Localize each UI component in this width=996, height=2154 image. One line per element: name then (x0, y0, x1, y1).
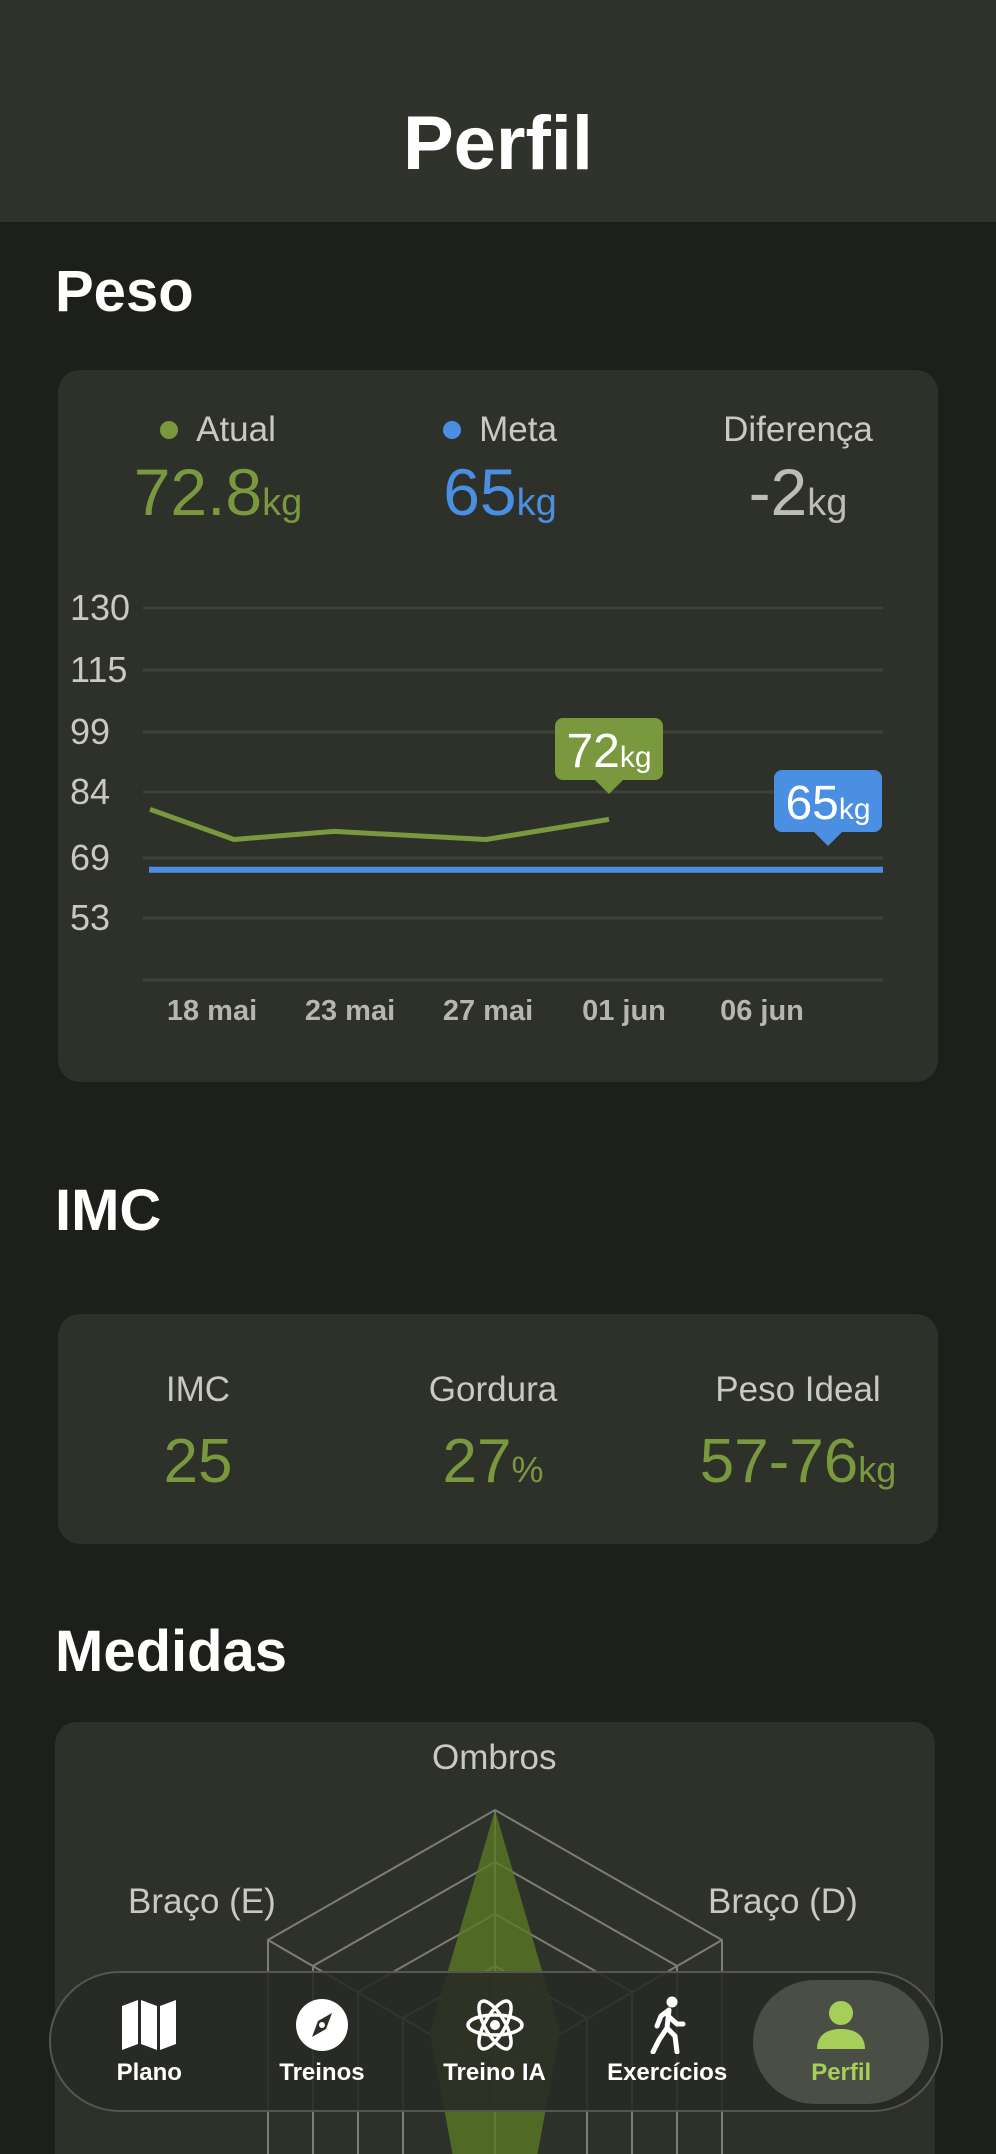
map-icon (119, 1997, 179, 2053)
current-dot (160, 421, 179, 439)
nav-item-treinos[interactable]: Treinos (236, 1980, 409, 2104)
difference-value: -2 (748, 455, 808, 529)
weight-chart: 130 115 99 84 69 53 18 mai 23 mai 27 mai 01 jun 06… (70, 587, 883, 1027)
imc-label: IMC (165, 1370, 231, 1409)
nav-label-perfil: Perfil (811, 2058, 872, 2086)
nav-label-treino-ia: Treino IA (443, 2058, 546, 2086)
imc-card: IMC 25 Gordura 27% Peso Ideal 57-76kg (58, 1314, 938, 1544)
current-series-line (149, 806, 610, 842)
x-tick-label: 27 mai (443, 995, 533, 1027)
ideal-weight-stat: Peso Ideal 57-76kg (678, 1370, 918, 1497)
goal-dot (443, 421, 462, 439)
bottom-nav: Plano Treinos Treino IA Exercícios Perfi… (49, 1971, 943, 2112)
goal-bubble-value: 65 (785, 777, 839, 830)
walking-person-icon (637, 1996, 697, 2054)
nav-label-treinos: Treinos (279, 2058, 365, 2086)
current-unit: kg (262, 482, 303, 524)
current-label: Atual (196, 410, 276, 449)
difference-unit: kg (807, 482, 848, 524)
goal-label: Meta (479, 410, 557, 449)
x-tick-label: 06 jun (720, 995, 804, 1027)
y-tick-label: 69 (70, 837, 110, 878)
x-tick-label: 23 mai (305, 995, 395, 1027)
nav-label-plano: Plano (116, 2058, 182, 2086)
x-tick-label: 01 jun (582, 995, 666, 1027)
body-fat-value: 27 (442, 1427, 512, 1496)
current-weight-bubble: 72 kg (555, 718, 663, 794)
radar-label-shoulders: Ombros (432, 1738, 557, 1777)
ideal-weight-value: 57-76 (699, 1427, 859, 1496)
ideal-weight-label: Peso Ideal (715, 1370, 881, 1409)
imc-value: 25 (163, 1427, 233, 1496)
goal-weight-bubble: 65 kg (774, 770, 882, 846)
goal-weight-stat: Meta 65kg (425, 410, 575, 530)
nav-item-plano[interactable]: Plano (63, 1980, 236, 2104)
difference-stat: Diferença -2kg (698, 410, 898, 530)
y-tick-label: 84 (70, 771, 110, 812)
nav-item-treino-ia[interactable]: Treino IA (408, 1980, 581, 2104)
radar-ring-3 (312, 1860, 678, 2154)
y-tick-label: 115 (70, 649, 127, 690)
imc-section-title: IMC (55, 1178, 162, 1243)
atom-icon (465, 1997, 525, 2053)
radar-label-right-arm: Braço (D) (708, 1882, 858, 1921)
difference-label: Diferença (723, 410, 873, 449)
compass-icon (292, 1997, 352, 2053)
nav-label-exercicios: Exercícios (607, 2058, 728, 2086)
x-tick-label: 18 mai (167, 995, 257, 1027)
person-icon (811, 1997, 871, 2053)
ideal-weight-unit: kg (858, 1449, 897, 1490)
page-title: Perfil (402, 100, 594, 186)
body-fat-label: Gordura (428, 1370, 558, 1409)
nav-item-exercicios[interactable]: Exercícios (581, 1980, 754, 2104)
goal-bubble-unit: kg (838, 793, 871, 826)
current-weight-stat: Atual 72.8kg (118, 410, 318, 530)
nav-item-perfil[interactable]: Perfil (753, 1979, 929, 2104)
goal-unit: kg (516, 482, 557, 524)
imc-stat: IMC 25 (98, 1370, 298, 1497)
radar-ring-outer (267, 1808, 723, 2154)
measures-section-title: Medidas (55, 1619, 288, 1684)
y-tick-label: 53 (70, 897, 110, 938)
current-bubble-value: 72 (566, 725, 620, 778)
goal-value: 65 (443, 455, 517, 529)
weight-card: Atual 72.8kg Meta 65kg Diferença -2kg 13… (58, 370, 938, 1082)
weight-section-title: Peso (55, 259, 194, 324)
current-value: 72.8 (133, 455, 263, 529)
current-bubble-unit: kg (619, 741, 652, 774)
y-tick-label: 99 (70, 711, 110, 752)
body-fat-stat: Gordura 27% (393, 1370, 593, 1497)
y-tick-label: 130 (70, 587, 130, 628)
radar-label-left-arm: Braço (E) (128, 1882, 276, 1921)
app-header: Perfil (0, 0, 996, 222)
body-fat-unit: % (511, 1449, 544, 1490)
